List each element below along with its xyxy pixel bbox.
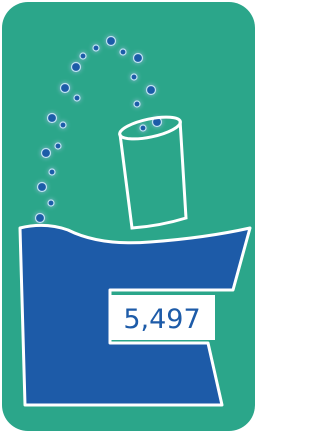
count-label: 5,497 xyxy=(123,304,200,335)
infographic: 5,497 xyxy=(0,0,257,433)
page: {"count_label": "5,497"} 5,497 (() => { … xyxy=(0,0,257,433)
